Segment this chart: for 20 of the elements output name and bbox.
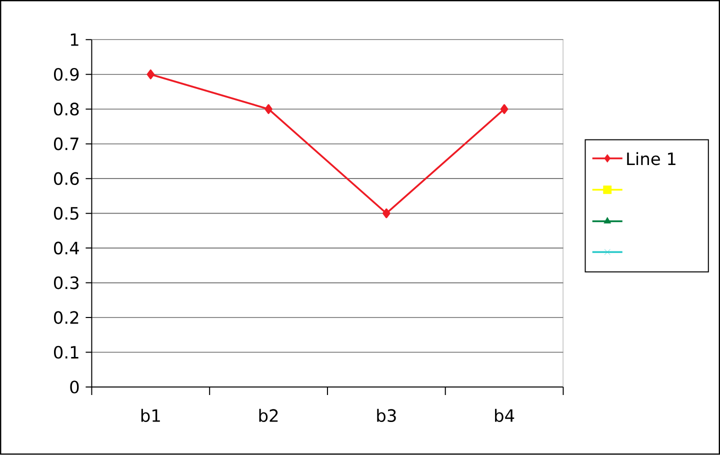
y-tick-label: 1 <box>70 34 78 46</box>
y-tick-label: 0.8 <box>54 102 79 116</box>
legend-label: Line 1 <box>627 152 676 166</box>
point <box>382 208 390 218</box>
x-tick-label: b3 <box>377 409 396 422</box>
y-tick-label: 0.4 <box>54 242 79 255</box>
y-tick-label: 0.5 <box>54 207 78 220</box>
x-tick-label: b2 <box>259 409 278 422</box>
y-tick-label: 0 <box>70 380 79 394</box>
y-tick-label: 0.7 <box>54 138 78 150</box>
y-tick-label: 0.2 <box>54 311 78 324</box>
y-tick-label: 0.9 <box>54 68 79 81</box>
x-tick-label: b1 <box>141 409 160 422</box>
y-tick-label: 0.6 <box>54 172 79 186</box>
x-tick-label: b4 <box>495 409 514 422</box>
point <box>500 104 508 114</box>
y-tick-label: 0.1 <box>54 346 78 359</box>
point <box>146 70 155 80</box>
point <box>264 104 272 114</box>
y-tick-label: 0.3 <box>54 276 78 290</box>
